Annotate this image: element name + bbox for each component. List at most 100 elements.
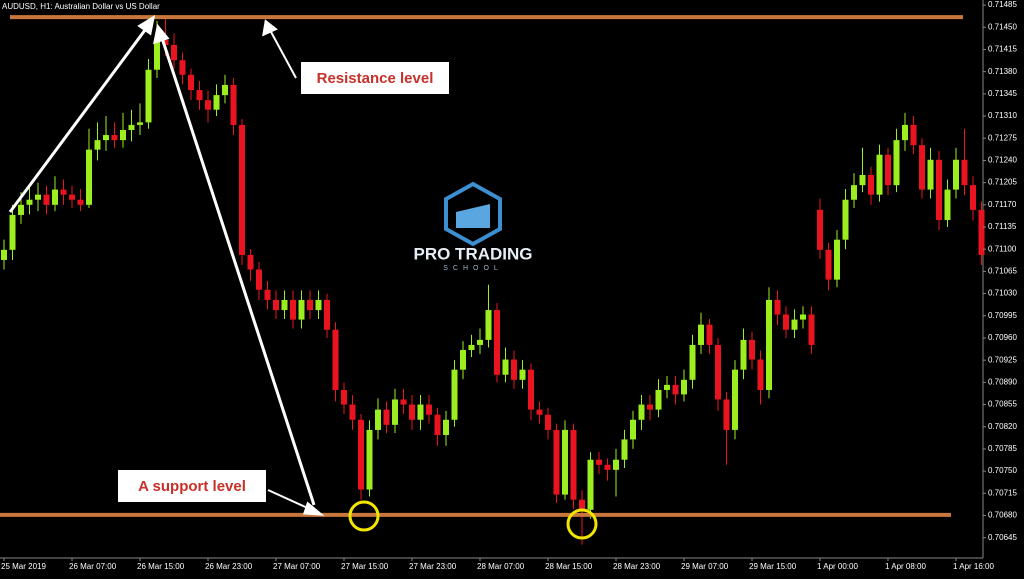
y-tick-label: 0.70960	[988, 333, 1017, 342]
candle-body	[375, 409, 381, 430]
candle-body	[281, 299, 288, 311]
trend-arrow	[8, 25, 150, 213]
candle-body	[332, 329, 339, 390]
candle-body	[664, 384, 670, 390]
candle-body	[562, 429, 568, 495]
trend-arrow	[160, 37, 316, 506]
x-tick-label: 1 Apr 08:00	[885, 562, 926, 571]
candle-body	[137, 122, 143, 125]
candle-body	[817, 209, 823, 250]
candle-body	[681, 379, 687, 395]
x-tick-label: 27 Mar 07:00	[273, 562, 321, 571]
candle-body	[978, 209, 985, 255]
candle-body	[392, 399, 398, 425]
candle-body	[188, 74, 194, 91]
highlight-circle	[566, 508, 598, 540]
candle-body	[86, 149, 92, 205]
candle-body	[732, 369, 738, 430]
candle-body	[451, 369, 458, 420]
arrow-head	[302, 501, 325, 516]
candle-body	[315, 299, 322, 311]
candle-body	[179, 60, 186, 75]
candle-body	[876, 154, 883, 195]
x-tick-label: 1 Apr 00:00	[817, 562, 858, 571]
candle-body	[808, 314, 815, 345]
y-tick-label: 0.71310	[988, 111, 1017, 120]
y-tick-label: 0.70925	[988, 355, 1017, 364]
candle-body	[528, 369, 534, 410]
y-tick-label: 0.70820	[988, 422, 1017, 431]
candle-body	[961, 159, 968, 186]
candle-body	[655, 389, 662, 410]
candle-body	[910, 124, 917, 146]
candle-body	[494, 310, 500, 375]
candle-body	[120, 129, 126, 141]
y-tick-label: 0.71275	[988, 133, 1017, 142]
candle-body	[902, 124, 908, 141]
y-tick-label: 0.70645	[988, 533, 1017, 542]
candle-body	[434, 414, 441, 435]
candle-body	[757, 359, 764, 390]
logo-bars	[456, 204, 490, 228]
candle-body	[9, 214, 16, 250]
candle-body	[324, 299, 330, 330]
candle-body	[222, 84, 228, 96]
y-tick-label: 0.71450	[988, 22, 1017, 31]
candle-body	[936, 159, 942, 221]
candle-body	[511, 359, 517, 380]
candle-body	[689, 344, 696, 380]
candle-body	[477, 339, 483, 345]
note-box	[118, 470, 266, 502]
candle-body	[647, 404, 653, 410]
y-tick-label: 0.70680	[988, 511, 1017, 520]
candle-body	[111, 135, 118, 141]
arrow-head	[153, 23, 170, 45]
candle-body	[460, 350, 466, 370]
candle-body	[35, 194, 41, 200]
candle-body	[230, 84, 237, 125]
candle-body	[570, 429, 577, 500]
candle-body	[256, 269, 262, 290]
logo: PRO TRADING SCHOOL	[414, 181, 533, 272]
y-tick-label: 0.71065	[988, 267, 1017, 276]
candle-body	[944, 189, 951, 221]
candle-body	[893, 140, 900, 186]
y-tick-label: 0.70715	[988, 488, 1017, 497]
candle-body	[213, 95, 220, 110]
candle-body	[417, 404, 424, 420]
candle-body	[536, 409, 543, 415]
candle-body	[672, 384, 679, 395]
candle-body	[366, 429, 373, 490]
candle-body	[613, 459, 619, 470]
x-tick-label: 26 Mar 23:00	[205, 562, 253, 571]
y-tick-label: 0.70995	[988, 311, 1017, 320]
note: Resistance level	[317, 70, 434, 87]
candle-body	[196, 90, 203, 101]
x-tick-label: 29 Mar 15:00	[749, 562, 797, 571]
candle-body	[868, 175, 874, 195]
note-arrow	[267, 489, 313, 511]
candle-body	[553, 429, 560, 495]
y-tick-label: 0.71485	[988, 0, 1017, 9]
candle-body	[349, 404, 356, 420]
candle-body	[740, 339, 747, 370]
candle-body	[596, 459, 602, 465]
candle-body	[970, 185, 976, 210]
y-tick-label: 0.70890	[988, 377, 1017, 386]
plot	[0, 15, 985, 545]
candle-body	[485, 310, 492, 340]
candle-body	[400, 399, 407, 405]
candle-body	[26, 199, 33, 205]
y-tick-label: 0.71135	[988, 222, 1017, 231]
candle-body	[154, 39, 160, 70]
candle-body	[145, 69, 152, 123]
x-tick-label: 25 Mar 2019	[1, 562, 46, 571]
x-tick-label: 27 Mar 15:00	[341, 562, 389, 571]
candle-body	[919, 145, 925, 190]
candle-body	[545, 414, 551, 430]
candle-body	[587, 459, 594, 510]
candle-body	[579, 499, 585, 510]
candle-body	[859, 175, 866, 186]
y-tick-label: 0.70855	[988, 400, 1017, 409]
